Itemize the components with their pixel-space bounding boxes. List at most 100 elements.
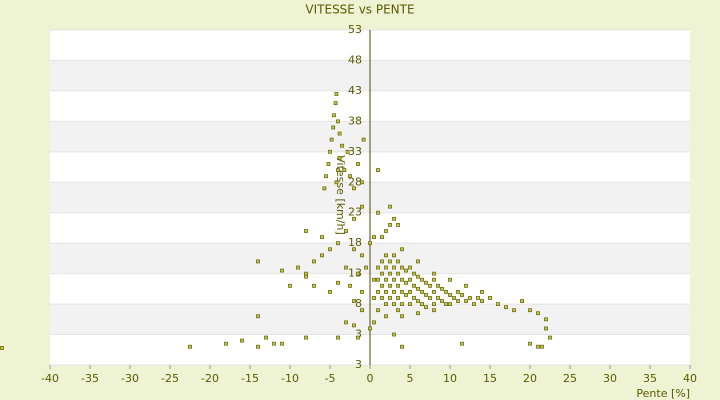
point	[480, 299, 484, 303]
point	[384, 277, 388, 282]
point	[336, 168, 340, 172]
point	[392, 332, 396, 337]
point	[428, 283, 432, 288]
point	[336, 241, 340, 246]
y-tick-label: 53	[348, 23, 362, 36]
point	[416, 274, 420, 279]
point	[428, 296, 432, 300]
point	[396, 308, 400, 313]
x-tick-label: -10	[281, 372, 299, 385]
point	[432, 290, 436, 294]
point	[448, 277, 452, 282]
point	[544, 317, 548, 322]
x-tick-label: -5	[325, 372, 336, 385]
point	[336, 119, 340, 124]
point	[396, 283, 400, 288]
point	[456, 299, 460, 303]
point	[420, 290, 424, 294]
point	[536, 344, 540, 349]
point	[408, 302, 412, 306]
point	[388, 296, 392, 300]
point	[312, 283, 316, 288]
point	[256, 259, 260, 264]
point	[408, 277, 412, 282]
point	[400, 247, 404, 252]
x-tick-label: -25	[161, 372, 179, 385]
point	[340, 143, 344, 148]
point	[436, 283, 440, 288]
point	[345, 149, 350, 154]
point	[416, 259, 420, 264]
point	[356, 335, 360, 340]
y-tick-label: 3	[355, 358, 362, 371]
point	[408, 265, 412, 270]
point	[544, 326, 548, 331]
point	[436, 296, 440, 300]
point	[356, 162, 360, 166]
point	[464, 283, 468, 288]
point	[372, 320, 376, 325]
point	[280, 341, 284, 346]
point	[400, 265, 404, 270]
point	[326, 162, 331, 166]
point	[520, 299, 524, 303]
point	[432, 302, 436, 306]
point	[404, 268, 408, 273]
point	[352, 247, 356, 252]
point	[280, 268, 284, 273]
y-tick-label: 13	[348, 267, 362, 280]
point	[388, 223, 392, 227]
point	[468, 296, 472, 300]
x-tick-label: 35	[643, 372, 657, 385]
point	[380, 235, 384, 239]
point	[460, 293, 464, 297]
point	[320, 253, 324, 258]
point	[404, 280, 408, 285]
point	[360, 180, 364, 185]
point	[392, 290, 396, 294]
point	[240, 338, 244, 343]
point	[392, 216, 396, 221]
point	[384, 229, 388, 233]
point	[456, 290, 460, 294]
point	[476, 296, 480, 300]
point	[432, 308, 436, 313]
point	[480, 290, 484, 294]
point	[376, 168, 380, 172]
point	[408, 290, 412, 294]
point	[336, 335, 340, 340]
x-tick-label: 15	[483, 372, 497, 385]
point	[400, 344, 404, 349]
point	[380, 271, 384, 276]
x-tick-label: -15	[241, 372, 259, 385]
y-tick-label: 18	[348, 236, 362, 249]
x-tick-label: -35	[81, 372, 99, 385]
point	[384, 290, 388, 294]
point	[288, 283, 292, 288]
point	[376, 265, 380, 270]
point	[412, 296, 416, 300]
point	[388, 271, 392, 276]
point	[331, 125, 336, 130]
point	[392, 277, 396, 282]
point	[344, 265, 348, 270]
point	[384, 302, 388, 306]
point	[304, 335, 308, 340]
point	[380, 259, 384, 264]
point	[512, 308, 516, 313]
x-tick-label: -20	[201, 372, 219, 385]
point	[440, 286, 444, 291]
point	[416, 311, 420, 316]
point	[360, 308, 364, 313]
point	[412, 283, 416, 288]
point	[304, 229, 308, 233]
point	[352, 299, 356, 303]
x-tick-label: 30	[603, 372, 617, 385]
point	[328, 290, 332, 294]
x-tick-label: 20	[523, 372, 537, 385]
point	[420, 277, 424, 282]
point	[400, 290, 404, 294]
point	[360, 253, 364, 258]
point	[424, 305, 428, 310]
